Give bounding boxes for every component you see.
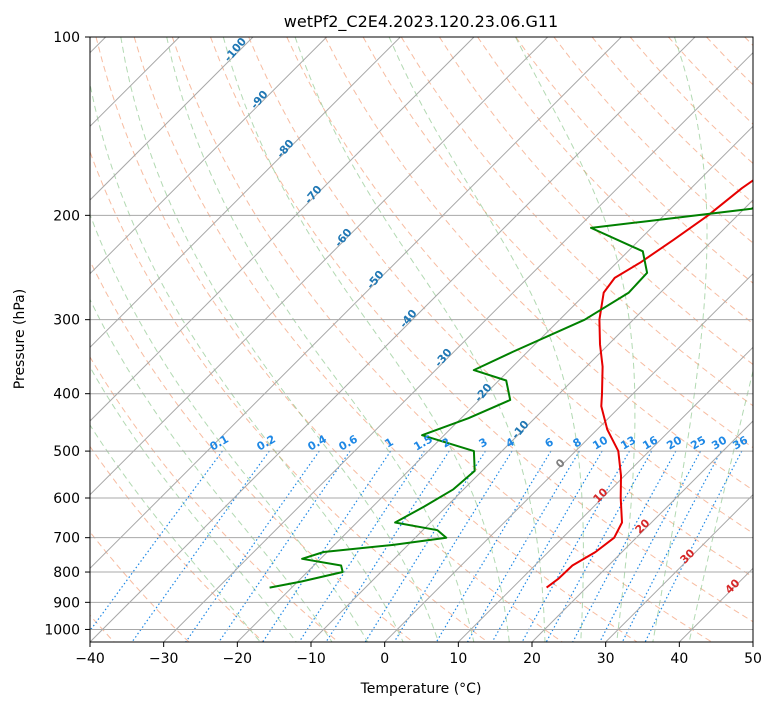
y-tick-label: 1000: [44, 622, 80, 638]
dry-adiabat-line: [90, 356, 339, 642]
x-tick-label: 0: [380, 651, 389, 667]
isotherm-line: [90, 37, 328, 275]
chart-title: wetPf2_C2E4.2023.120.23.06.G11: [284, 12, 558, 32]
isotherm-line: [310, 199, 753, 642]
mixing-ratio-line: [621, 450, 722, 642]
plot-background: [90, 37, 753, 642]
isotherm-line: [90, 37, 696, 642]
isotherm-line: [90, 37, 401, 349]
y-tick-label: 600: [53, 491, 80, 507]
isotherm-line: [163, 51, 753, 642]
isotherm-line: [752, 641, 753, 642]
dewpoint-profile-line: [269, 206, 753, 589]
isotherm-line: [384, 272, 753, 642]
moist-adiabat-line: [652, 37, 708, 642]
x-tick-label: −30: [149, 651, 179, 667]
y-tick-label: 700: [53, 531, 80, 547]
y-axis-label: Pressure (hPa): [12, 289, 28, 389]
moist-adiabat-line: [90, 213, 369, 642]
mixing-ratio-line: [572, 450, 677, 642]
mixing-ratio-line: [521, 450, 631, 642]
y-tick-label: 900: [53, 595, 80, 611]
moist-adiabat-line: [294, 37, 546, 642]
moist-adiabat-line: [688, 369, 753, 642]
x-tick-label: 10: [449, 651, 467, 667]
dry-adiabat-line: [248, 37, 753, 578]
mixing-ratio-line: [644, 450, 743, 642]
isotherm-line: [90, 37, 475, 422]
mixing-ratio-line: [185, 450, 320, 642]
moist-adiabat-line: [120, 37, 439, 642]
mixing-ratio-line: [90, 450, 223, 632]
x-axis-label: Temperature (°C): [360, 681, 482, 697]
moist-adiabat-line: [166, 37, 475, 642]
y-tick-label: 200: [53, 208, 80, 224]
mixing-ratio-line: [218, 450, 351, 642]
isotherm-line: [90, 37, 622, 570]
dry-adiabat-line: [438, 37, 753, 366]
x-tick-label: 50: [744, 651, 762, 667]
mixing-ratio-line: [262, 450, 392, 642]
dry-adiabat-line: [95, 37, 563, 642]
moist-adiabat-line: [222, 37, 510, 642]
dry-adiabat-line: [90, 150, 488, 642]
dry-adiabat-line: [324, 37, 753, 491]
moist-adiabat-line: [90, 298, 333, 642]
isotherm-line: [457, 346, 753, 642]
y-tick-label: 300: [53, 313, 80, 329]
mixing-ratio-line: [545, 450, 653, 642]
isotherm-line: [90, 37, 549, 496]
dry-adiabat-line: [133, 37, 638, 642]
y-tick-label: 400: [53, 387, 80, 403]
x-tick-label: 40: [670, 651, 688, 667]
dry-adiabat-line: [477, 37, 753, 325]
mixing-ratio-line: [491, 450, 603, 642]
isotherm-line: [531, 420, 753, 642]
dry-adiabat-line: [90, 445, 264, 642]
mixing-ratio-line: [298, 450, 425, 642]
mixing-ratio-line: [599, 450, 702, 642]
y-tick-label: 100: [53, 30, 80, 46]
plot-frame: [89, 36, 754, 643]
x-tick-label: −40: [75, 651, 105, 667]
isotherm-line: [605, 493, 753, 642]
temperature-profile-line: [545, 179, 753, 589]
y-tick-label: 800: [53, 565, 80, 581]
moist-adiabat-line: [515, 37, 636, 642]
isotherm-line: [90, 37, 254, 201]
moist-adiabat-line: [388, 37, 584, 642]
x-tick-label: −20: [223, 651, 253, 667]
dry-adiabat-line: [210, 37, 753, 623]
x-tick-label: −10: [296, 651, 326, 667]
x-tick-label: 20: [523, 651, 541, 667]
x-tick-label: 30: [597, 651, 615, 667]
moist-adiabat-line: [90, 424, 261, 642]
y-tick-label: 500: [53, 444, 80, 460]
